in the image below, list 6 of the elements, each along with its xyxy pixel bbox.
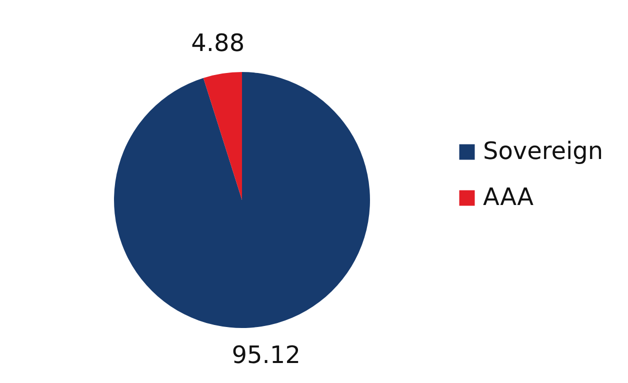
pie-slice [114, 72, 370, 328]
pie-slice [203, 72, 242, 200]
legend-label: AAA [483, 183, 534, 211]
data-label: 4.88 [191, 28, 245, 57]
legend-label: Sovereign [483, 137, 604, 165]
data-label: 95.12 [232, 341, 300, 370]
